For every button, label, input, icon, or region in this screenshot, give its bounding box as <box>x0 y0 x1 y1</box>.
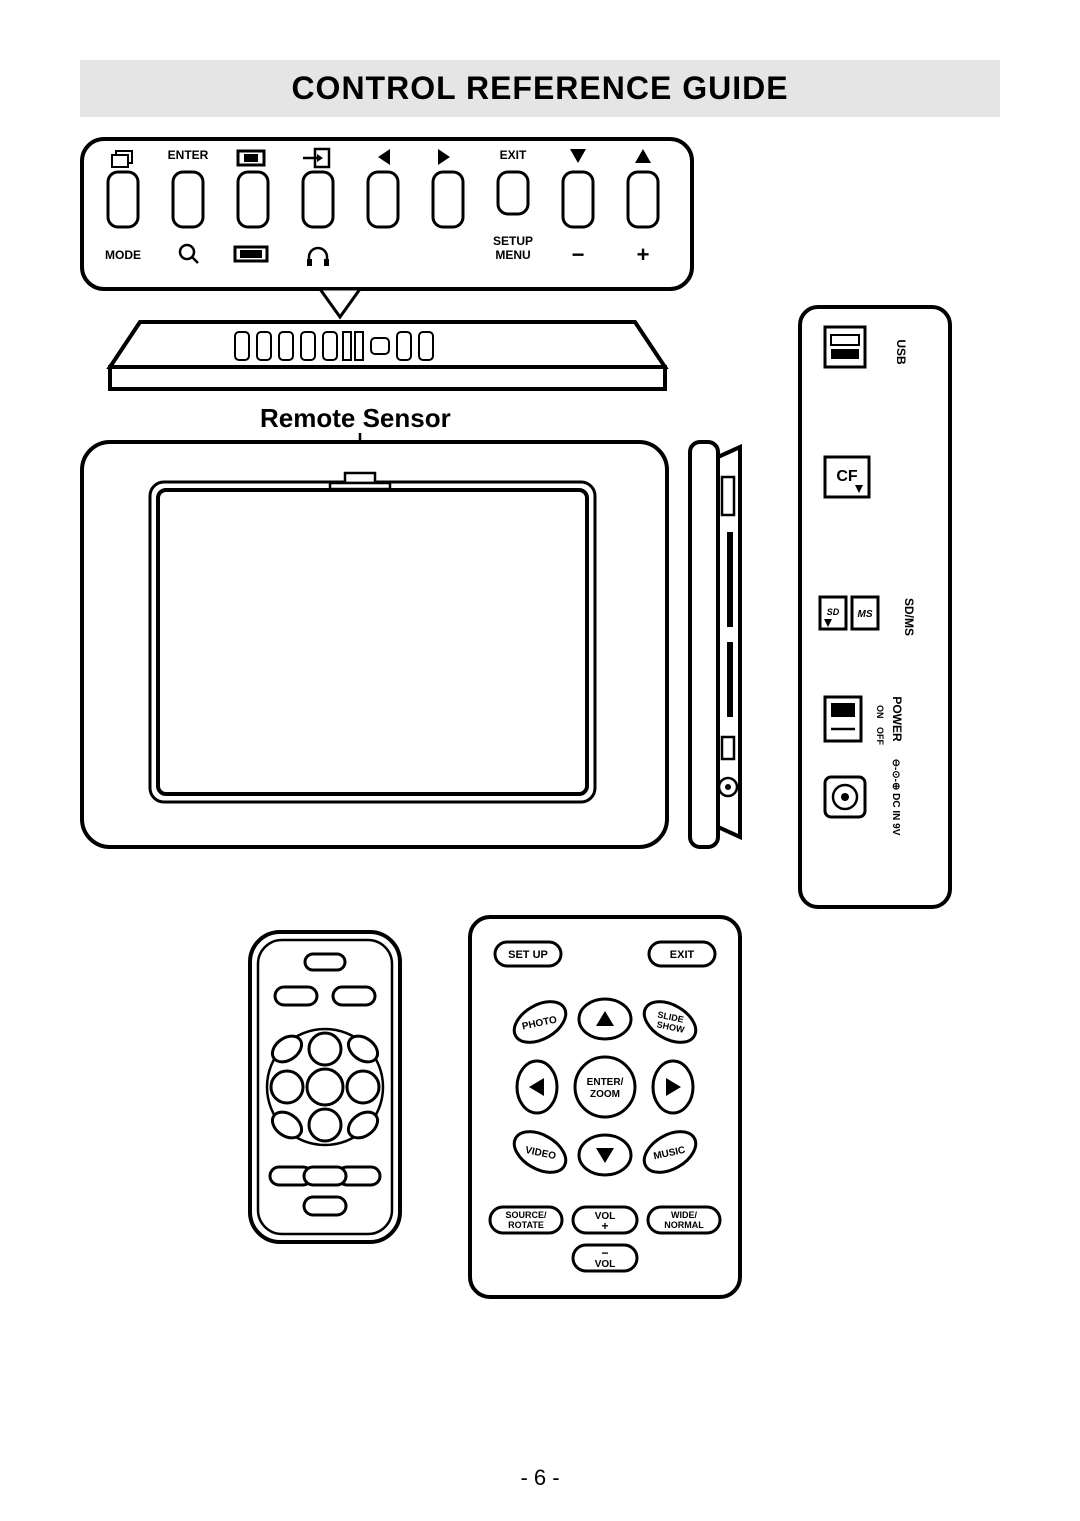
page-number: - 6 - <box>0 1465 1080 1491</box>
power-on-label: ON <box>875 705 885 719</box>
device-front-frame <box>82 442 667 847</box>
top-button-panel: MODE ENTER <box>82 139 692 289</box>
exit-label: EXIT <box>500 148 527 162</box>
remote-detail: SET UP EXIT <box>470 917 740 1297</box>
svg-text:MS: MS <box>858 609 873 620</box>
setup-label: SETUP <box>493 234 533 248</box>
layers-icon <box>112 151 132 167</box>
plus-label: + <box>637 242 650 267</box>
svg-text:NORMAL: NORMAL <box>664 1220 704 1230</box>
page-title: Control Reference Guide <box>80 60 1000 117</box>
power-off-label: OFF <box>875 727 885 745</box>
sdms-label: SD/MS <box>902 598 916 636</box>
svg-text:VOL: VOL <box>595 1259 616 1270</box>
mode-label: MODE <box>105 248 141 262</box>
exit-btn-label: EXIT <box>670 949 695 961</box>
ports-panel: USB CF CF SD MS <box>800 307 950 907</box>
callout-pointer <box>320 289 360 317</box>
svg-text:WIDE/: WIDE/ <box>671 1210 697 1220</box>
svg-text:−: − <box>601 1246 608 1260</box>
usb-port-icon <box>825 327 865 367</box>
svg-text:ZOOM: ZOOM <box>590 1089 620 1100</box>
device-top-bar <box>110 322 665 389</box>
usb-label: USB <box>894 339 908 365</box>
device-side-view <box>690 442 740 847</box>
power-label: POWER <box>890 696 904 742</box>
setup-btn-label: SET UP <box>508 949 548 961</box>
enter-label: ENTER <box>168 148 209 162</box>
menu-label: MENU <box>495 248 530 262</box>
dc-label: ⊖-⊙-⊕ DC IN 9V <box>890 759 901 836</box>
svg-text:+: + <box>601 1219 608 1233</box>
svg-text:ROTATE: ROTATE <box>508 1220 544 1230</box>
svg-text:SD: SD <box>827 607 840 617</box>
svg-text:SOURCE/: SOURCE/ <box>505 1210 547 1220</box>
diagram-container: MODE ENTER <box>80 137 1000 1337</box>
svg-text:ENTER/: ENTER/ <box>587 1077 624 1088</box>
svg-text:CF: CF <box>836 468 858 485</box>
remote-small <box>250 932 400 1242</box>
remote-sensor-label: Remote Sensor <box>260 403 451 433</box>
minus-label: − <box>572 242 585 267</box>
